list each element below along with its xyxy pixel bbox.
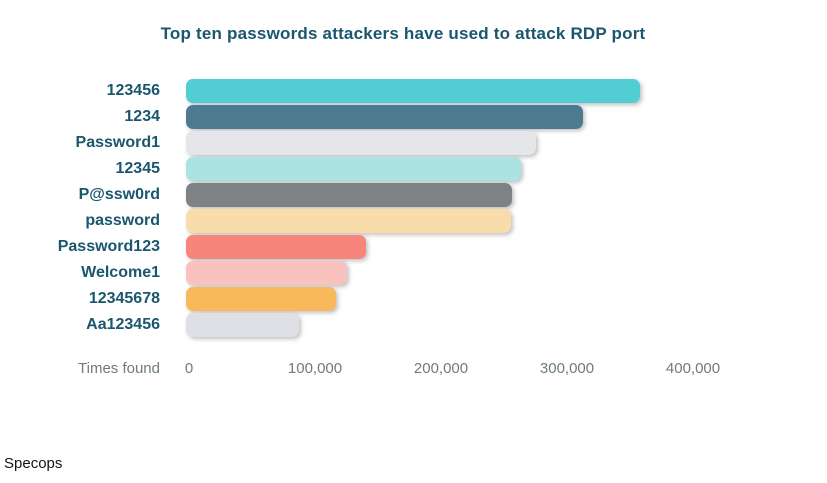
category-label: 12345 <box>115 160 161 177</box>
x-axis: Times found 0 100,000 200,000 300,000 400,00… <box>0 359 827 381</box>
bar-row: 123456 <box>0 78 640 104</box>
bar-row: password <box>0 208 640 234</box>
bar <box>186 105 583 129</box>
category-label: 1234 <box>124 108 160 125</box>
x-axis-label: Times found <box>78 360 160 377</box>
category-label: Password123 <box>57 238 160 255</box>
bar <box>186 313 300 337</box>
bar-row: Welcome1 <box>0 260 640 286</box>
x-axis-tick: 200,000 <box>413 360 469 377</box>
bar <box>186 287 336 311</box>
category-label: 12345678 <box>88 290 160 307</box>
bar <box>186 183 513 207</box>
bar <box>186 261 348 285</box>
chart-title: Top ten passwords attackers have used to… <box>160 24 646 43</box>
category-label: Password1 <box>75 134 160 151</box>
brand-label: Specops <box>4 455 63 472</box>
bar-row: 12345678 <box>0 286 640 312</box>
category-label: 123456 <box>106 82 160 99</box>
x-axis-tick: 100,000 <box>287 360 343 377</box>
x-axis-tick: 0 <box>184 360 194 377</box>
category-label: Welcome1 <box>81 264 160 281</box>
bar-row: Password123 <box>0 234 640 260</box>
category-label: Aa123456 <box>86 316 160 333</box>
bar-row: 12345 <box>0 156 640 182</box>
bar-row: 1234 <box>0 104 640 130</box>
bar <box>186 131 537 155</box>
bar <box>186 209 512 233</box>
category-label: P@ssw0rd <box>78 186 160 203</box>
bar-row: Password1 <box>0 130 640 156</box>
bar <box>186 157 522 181</box>
bar-row: Aa123456 <box>0 312 640 338</box>
bar-row: P@ssw0rd <box>0 182 640 208</box>
category-label: password <box>85 212 160 229</box>
bar <box>186 235 367 259</box>
x-axis-tick: 300,000 <box>539 360 595 377</box>
bar <box>186 79 640 103</box>
bars-area: 123456 1234 Password1 12345 P@ssw0rd password… <box>0 78 640 338</box>
x-axis-tick: 400,000 <box>665 360 721 377</box>
